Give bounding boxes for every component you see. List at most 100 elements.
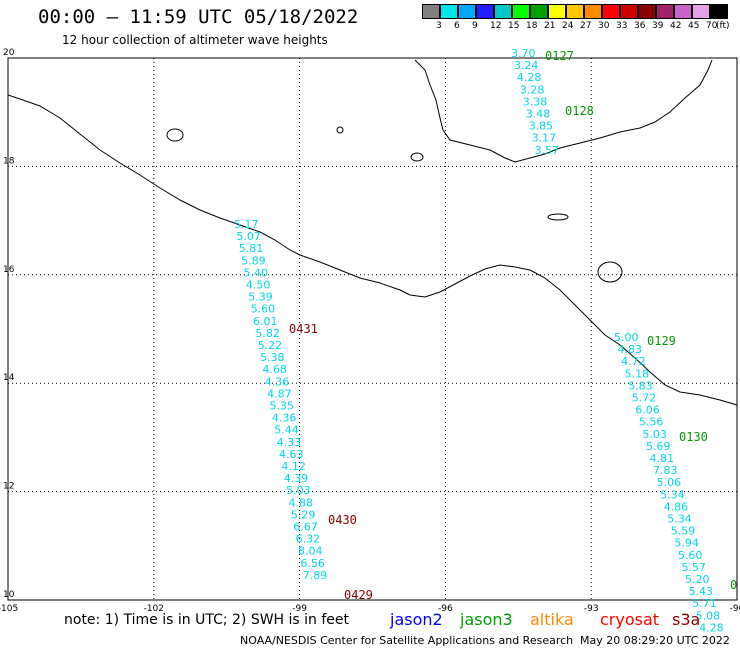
wave-height-label: 4.33 (277, 436, 302, 449)
wave-height-label: 5.60 (678, 549, 703, 562)
lon-tick-label: -93 (584, 604, 599, 614)
lon-tick-label: -90 (730, 604, 740, 614)
wave-height-label: 5.38 (260, 351, 285, 364)
wave-height-label: 5.35 (270, 400, 295, 413)
lon-tick-label: -105 (0, 604, 18, 614)
wave-height-label: 4.28 (699, 621, 724, 634)
legend-swatch (476, 4, 494, 19)
wave-height-label: 3.17 (532, 132, 557, 145)
legend-label: 30 (598, 21, 610, 31)
wave-height-label: 5.60 (251, 303, 276, 316)
pass-time-label: 0129 (647, 334, 676, 348)
legend-swatch (584, 4, 602, 19)
wave-height-label: 4.81 (650, 452, 675, 465)
wave-height-label: 5.71 (692, 597, 717, 610)
pass-time-label: 0128 (565, 104, 594, 118)
wave-height-label: 5.08 (696, 609, 721, 622)
legend-label: 6 (454, 21, 460, 31)
wave-height-label: 4.88 (289, 496, 314, 509)
wave-height-label: 6.67 (293, 521, 318, 534)
legend-label: 33 (616, 21, 628, 31)
legend-label: 27 (580, 21, 592, 31)
wave-height-label: 5.03 (642, 428, 667, 441)
legend-swatch (422, 4, 440, 19)
wave-height-label: 6.01 (253, 315, 278, 328)
wave-height-label: 5.56 (639, 416, 664, 429)
wave-height-label: 5.94 (674, 537, 699, 550)
legend-swatch (692, 4, 710, 19)
legend-swatch (710, 4, 728, 19)
lat-tick-label: 20 (3, 48, 15, 58)
lat-tick-label: 14 (3, 373, 15, 383)
map-subtitle: 12 hour collection of altimeter wave hei… (62, 33, 328, 47)
wave-height-label: 5.83 (628, 379, 653, 392)
wave-height-label: 4.63 (279, 448, 304, 461)
wave-height-label: 5.07 (236, 230, 261, 243)
satellite-altika: altika (530, 610, 574, 629)
island (166, 128, 184, 142)
legend-unit: (ft) (716, 21, 730, 31)
pass-time-label: 0130 (679, 430, 708, 444)
legend-swatch (512, 4, 530, 19)
pass-time-label: 0 (730, 578, 737, 592)
wave-height-label: 4.28 (517, 71, 542, 84)
island (410, 152, 424, 162)
pass-time-label: 0429 (344, 588, 373, 602)
wave-height-label: 4.68 (262, 363, 287, 376)
pass-times: 0431 0430 0429 0127 0128 0129 0130 0 (289, 49, 737, 602)
wave-height-label: 5.18 (625, 367, 650, 380)
pacific-coastline (7, 94, 738, 406)
satellite-jason3: jason3 (460, 610, 513, 629)
satellite-jason2: jason2 (390, 610, 443, 629)
wave-height-label: 7.89 (303, 569, 328, 582)
island (336, 126, 344, 134)
wave-height-label: 5.06 (657, 476, 682, 489)
wave-tracks: 5.175.075.815.895.404.505.395.606.015.82… (234, 47, 724, 634)
wave-height-label: 5.34 (667, 513, 692, 526)
wave-height-label: 5.44 (274, 424, 299, 437)
legend-swatch (638, 4, 656, 19)
wave-height-label: 7.83 (653, 464, 678, 477)
wave-height-label: 5.22 (258, 339, 283, 352)
wave-height-label: 5.40 (243, 266, 267, 279)
wave-height-label: 5.03 (286, 484, 311, 497)
wave-height-label: 3.70 (511, 47, 536, 60)
legend-label: 18 (526, 21, 538, 31)
satellite-s3a: s3a (672, 610, 701, 629)
lat-tick-label: 12 (3, 482, 14, 492)
wave-height-label: 5.17 (234, 218, 259, 231)
wave-height-label: 4.12 (281, 460, 306, 473)
wave-height-label: 3.57 (535, 144, 560, 157)
legend-swatch (458, 4, 476, 19)
wave-height-label: 5.29 (291, 508, 316, 521)
wave-height-label: 3.24 (514, 59, 539, 72)
lat-tick-label: 18 (3, 156, 15, 166)
coastline (7, 59, 738, 406)
lon-tick-label: -102 (144, 604, 164, 614)
lat-tick-label: 16 (3, 265, 15, 275)
lat-tick-label: 10 (3, 590, 15, 600)
wave-height-label: 5.43 (689, 585, 714, 598)
wave-height-label: 5.39 (248, 291, 273, 304)
lake (597, 261, 623, 283)
legend-swatch (656, 4, 674, 19)
wave-height-label: 4.86 (664, 500, 689, 513)
wave-height-label: 5.59 (671, 525, 696, 538)
satellite-cryosat: cryosat (600, 610, 660, 629)
legend-label: 42 (670, 21, 682, 31)
wave-height-label: 6.06 (635, 404, 660, 417)
wave-height-label: 5.72 (632, 392, 657, 405)
legend-swatch (494, 4, 512, 19)
pass-time-label: 0431 (289, 322, 318, 336)
wave-height-label: 5.82 (255, 327, 280, 340)
legend-label: 12 (490, 21, 502, 31)
wave-height-label: 5.89 (241, 254, 265, 267)
wave-height-label: 4.36 (272, 412, 297, 425)
legend-label: 15 (508, 21, 520, 31)
wave-height-label: 6.32 (296, 533, 321, 546)
footer-credit: NOAA/NESDIS Center for Satellite Applica… (240, 634, 574, 647)
wave-height-label: 8.04 (298, 545, 323, 558)
wave-height-label: 3.48 (526, 108, 551, 121)
map-title: 00:00 – 11:59 UTC 05/18/2022 (38, 6, 359, 28)
